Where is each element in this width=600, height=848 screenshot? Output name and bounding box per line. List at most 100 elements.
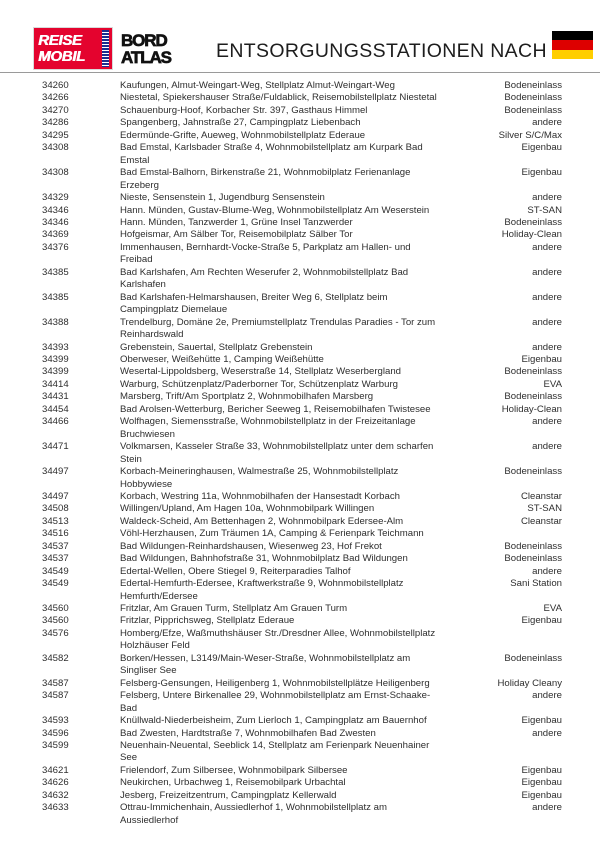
cell-plz: 34587: [42, 690, 69, 702]
table-row: 34295 Edermünde-Grifte, Aueweg, Wohnmobil…: [0, 130, 600, 142]
cell-location: Hann. Münden, Gustav-Blume-Weg, Wohnmobi…: [120, 204, 430, 216]
cell-location: Bad Arolsen-Wetterburg, Bericher Seeweg …: [120, 403, 431, 415]
cell-plz: 34587: [42, 677, 69, 689]
cell-location: Bad Zwesten, Hardtstraße 7, Wohnmobilhaf…: [120, 727, 376, 739]
table-row: 34549 Edertal-Hemfurth-Edersee, Kraftwerk…: [0, 578, 600, 603]
cell-location: Spangenberg, Jahnstraße 27, Campingplatz…: [120, 117, 361, 129]
cell-location: Hann. Münden, Tanzwerder 1, Grüne Insel …: [120, 216, 353, 228]
cell-location: Grebenstein, Sauertal, Stellplatz Greben…: [120, 341, 313, 353]
cell-disposal-system: Eigenbau: [521, 353, 562, 365]
cell-plz: 34471: [42, 441, 69, 453]
cell-plz: 34560: [42, 615, 69, 627]
cell-plz: 34393: [42, 341, 69, 353]
cell-location: Fritzlar, Am Grauen Turm, Stellplatz Am …: [120, 603, 348, 615]
cell-disposal-system: Eigenbau: [521, 789, 562, 801]
cell-disposal-system: Cleanstar: [520, 515, 562, 527]
cell-location: Felsberg-Gensungen, Heiligenberg 1, Wohn…: [120, 677, 430, 689]
cell-location: Jesberg, Freizeitzentrum, Campingplatz K…: [120, 789, 337, 801]
cell-plz: 34516: [42, 528, 69, 540]
table-row: 34454 Bad Arolsen-Wetterburg, Bericher Se…: [0, 404, 600, 416]
cell-location: Warburg, Schützenplatz/Paderborner Tor, …: [120, 378, 399, 390]
table-row: 34329 Nieste, Sensenstein 1, Jugendburg S…: [0, 192, 600, 204]
cell-disposal-system: Eigenbau: [521, 615, 562, 627]
table-row: 34266 Niestetal, Spiekershauser Straße/Fu…: [0, 92, 600, 104]
table-row: 34414 Warburg, Schützenplatz/Paderborner …: [0, 379, 600, 391]
table-row: 34633 Ottrau-Immichenhain, Aussiedlerhof …: [0, 802, 600, 827]
cell-plz: 34414: [42, 378, 69, 390]
cell-disposal-system: Eigenbau: [521, 715, 562, 727]
cell-location: Nieste, Sensenstein 1, Jugendburg Sensen…: [120, 192, 325, 204]
table-row: 34346 Hann. Münden, Gustav-Blume-Weg, Woh…: [0, 205, 600, 217]
cell-plz: 34497: [42, 490, 69, 502]
cell-location: Oberweser, Weißehütte 1, Camping Weißehü…: [120, 353, 324, 365]
cell-plz: 34376: [42, 241, 69, 253]
cell-plz: 34537: [42, 540, 69, 552]
cell-location: Korbach-Meineringhausen, Walmestraße 25,…: [120, 466, 399, 490]
cell-location: Volkmarsen, Kasseler Straße 33, Wohnmobi…: [120, 441, 434, 465]
table-row: 34587 Felsberg, Untere Birkenallee 29, Wo…: [0, 690, 600, 715]
table-row: 34576 Homberg/Efze, Waßmuthshäuser Str./D…: [0, 628, 600, 653]
cell-plz: 34593: [42, 715, 69, 727]
cell-plz: 34513: [42, 515, 69, 527]
cell-plz: 34308: [42, 142, 69, 154]
table-row: 34270 Schauenburg-Hoof, Korbacher Str. 39…: [0, 105, 600, 117]
cell-plz: 34260: [42, 80, 69, 91]
table-row: 34582 Borken/Hessen, L3149/Main-Weser-Str…: [0, 653, 600, 678]
cell-disposal-system: Eigenbau: [521, 777, 562, 789]
german-flag-icon: [552, 31, 593, 59]
table-row: 34593 Knüllwald-Niederbeisheim, Zum Lierl…: [0, 715, 600, 727]
reisemobil-logo-stripe: [102, 30, 109, 67]
cell-plz: 34431: [42, 391, 69, 403]
bordatlas-logo-line2: ATLAS: [121, 47, 173, 67]
table-row: 34560 Fritzlar, Am Grauen Turm, Stellplat…: [0, 603, 600, 615]
cell-plz: 34596: [42, 727, 69, 739]
cell-disposal-system: Holiday-Clean: [501, 403, 562, 415]
cell-plz: 34286: [42, 117, 69, 129]
cell-plz: 34295: [42, 129, 69, 141]
cell-plz: 34497: [42, 466, 69, 478]
table-row: 34369 Hofgeismar, Am Sälber Tor, Reisemob…: [0, 229, 600, 241]
cell-location: Wesertal-Lippoldsberg, Weserstraße 14, S…: [120, 366, 402, 378]
cell-disposal-system: andere: [532, 241, 562, 253]
table-row: 34549 Edertal-Wellen, Obere Stiegel 9, Re…: [0, 566, 600, 578]
cell-disposal-system: ST-SAN: [527, 503, 562, 515]
cell-plz: 34508: [42, 503, 69, 515]
cell-location: Bad Emstal, Karlsbader Straße 4, Wohnmob…: [120, 142, 423, 166]
cell-location: Borken/Hessen, L3149/Main-Weser-Straße, …: [120, 652, 411, 677]
table-row: 34346 Hann. Münden, Tanzwerder 1, Grüne I…: [0, 217, 600, 229]
cell-disposal-system: Bodeneinlass: [504, 92, 562, 104]
cell-disposal-system: Bodeneinlass: [504, 553, 562, 565]
table-row: 34260 Kaufungen, Almut-Weingart-Weg, Stel…: [0, 80, 600, 92]
cell-location: Immenhausen, Bernhardt-Vocke-Straße 5, P…: [120, 241, 411, 266]
cell-disposal-system: Bodeneinlass: [504, 216, 562, 228]
table-row: 34587 Felsberg-Gensungen, Heiligenberg 1,…: [0, 678, 600, 690]
cell-disposal-system: Holiday-Clean: [501, 229, 562, 241]
cell-disposal-system: Bodeneinlass: [504, 80, 562, 91]
table-row: 34393 Grebenstein, Sauertal, Stellplatz G…: [0, 342, 600, 354]
cell-plz: 34466: [42, 416, 69, 428]
cell-disposal-system: andere: [532, 690, 562, 702]
table-row: 34516 Vöhl-Herzhausen, Zum Träumen 1A, Ca…: [0, 528, 600, 540]
cell-disposal-system: Holiday Cleany: [497, 677, 562, 689]
cell-disposal-system: EVA: [543, 603, 562, 615]
cell-disposal-system: Bodeneinlass: [504, 391, 562, 403]
cell-disposal-system: andere: [532, 441, 562, 453]
cell-location: Schauenburg-Hoof, Korbacher Str. 397, Ga…: [120, 104, 368, 116]
cell-plz: 34537: [42, 553, 69, 565]
table-row: 34308 Bad Emstal, Karlsbader Straße 4, Wo…: [0, 142, 600, 167]
page-header: REISE MOBIL BORD ATLAS ENTSORGUNGSSTATIO…: [0, 0, 600, 73]
table-row: 34385 Bad Karlshafen, Am Rechten Weserufe…: [0, 267, 600, 292]
table-row: 34632 Jesberg, Freizeitzentrum, Campingpl…: [0, 790, 600, 802]
cell-disposal-system: Eigenbau: [521, 142, 562, 154]
table-row: 34596 Bad Zwesten, Hardtstraße 7, Wohnmob…: [0, 728, 600, 740]
brand-logo-group: REISE MOBIL BORD ATLAS: [33, 27, 173, 70]
cell-plz: 34560: [42, 603, 69, 615]
cell-location: Korbach, Westring 11a, Wohnmobilhafen de…: [120, 490, 400, 502]
table-row: 34471 Volkmarsen, Kasseler Straße 33, Woh…: [0, 441, 600, 466]
cell-location: Bad Emstal-Balhorn, Birkenstraße 21, Woh…: [120, 167, 411, 191]
table-row: 34431 Marsberg, Trift/Am Sportplatz 2, Wo…: [0, 391, 600, 403]
cell-plz: 34385: [42, 291, 69, 303]
cell-plz: 34369: [42, 229, 69, 241]
page-title: ENTSORGUNGSSTATIONEN NACH PLZ: [216, 40, 590, 62]
